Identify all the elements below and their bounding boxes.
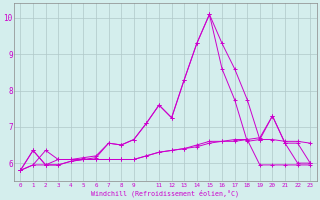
- X-axis label: Windchill (Refroidissement éolien,°C): Windchill (Refroidissement éolien,°C): [91, 189, 239, 197]
